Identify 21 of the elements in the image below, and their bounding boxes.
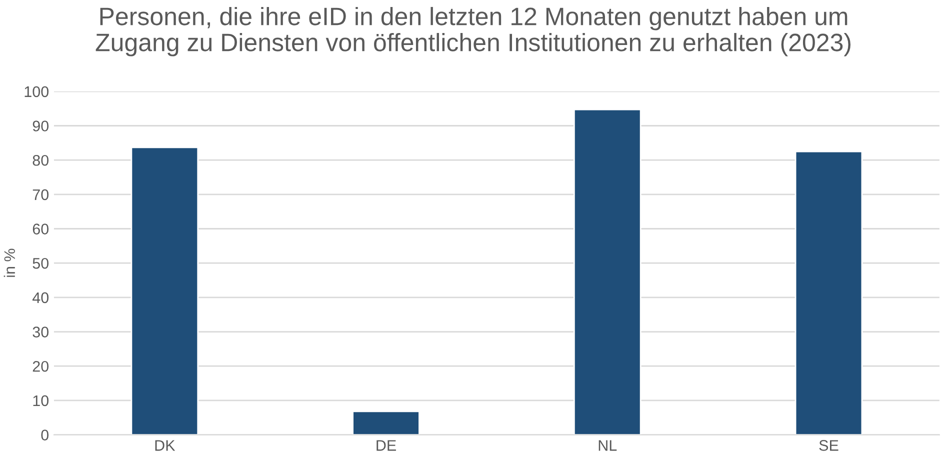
y-tick-label: 30 — [32, 326, 49, 338]
y-tick-label: 40 — [32, 292, 49, 304]
y-tick-label: 20 — [32, 360, 49, 372]
x-tick-label: SE — [819, 440, 838, 451]
y-tick-label: 100 — [24, 86, 49, 98]
chart-title: Personen, die ihre eID in den letzten 12 Monaten genutzt haben um Zugang zu Diensten von öffentlichen Institutionen zu erhalten (2023) — [96, 6, 850, 56]
x-tick-label: DE — [376, 440, 396, 451]
y-tick-label: 50 — [32, 258, 49, 269]
y-tick-label: 90 — [32, 120, 49, 132]
y-tick-label: 60 — [32, 224, 49, 234]
y-tick-label: 80 — [32, 154, 49, 166]
bar — [352, 410, 420, 435]
y-tick-label: 70 — [32, 189, 49, 200]
y-tick-label: 10 — [33, 395, 49, 406]
bar — [794, 150, 863, 435]
x-tick-label: DK — [155, 440, 176, 451]
y-tick-label: 0 — [41, 430, 49, 440]
bar — [573, 108, 642, 435]
x-tick-label: NL — [598, 440, 617, 451]
bar — [130, 146, 199, 435]
y-axis-title: in % — [4, 248, 15, 277]
